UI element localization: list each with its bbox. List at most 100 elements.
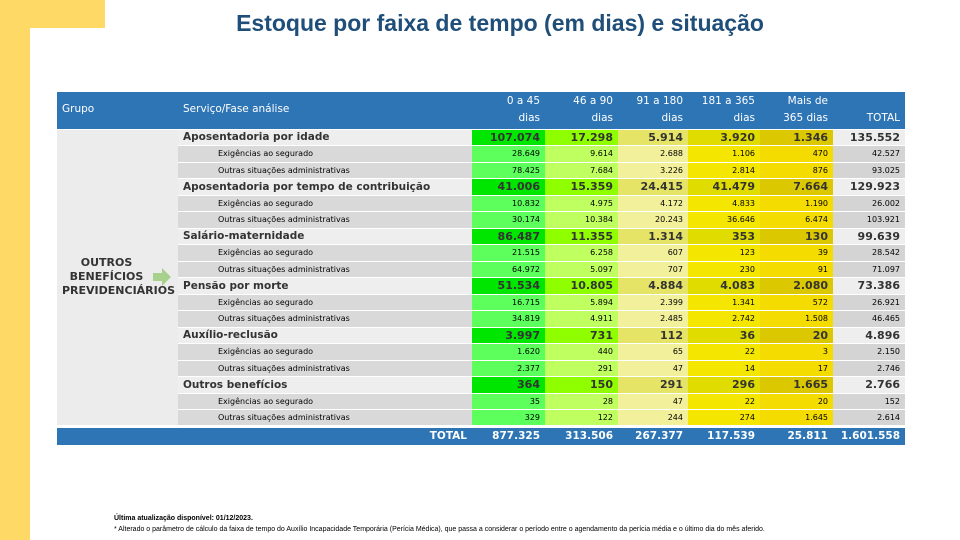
value-cell: 20 bbox=[760, 327, 833, 344]
value-cell: 4.083 bbox=[688, 277, 760, 295]
value-cell: 731 bbox=[545, 327, 618, 344]
value-cell: 230 bbox=[688, 261, 760, 278]
value-cell: 73.386 bbox=[833, 277, 905, 295]
value-cell: 2.766 bbox=[833, 376, 905, 394]
value-cell: 16.715 bbox=[472, 294, 545, 311]
value-cell: 274 bbox=[688, 409, 760, 427]
value-cell: 2.742 bbox=[688, 310, 760, 328]
table-subrow: Exigências ao segurado 10.832 4.975 4.172 4.… bbox=[57, 195, 905, 212]
table-subrow: Exigências ao segurado 35 28 47 22 20 152 bbox=[57, 393, 905, 410]
total-value: 877.325 bbox=[472, 424, 545, 446]
value-cell: 35 bbox=[472, 393, 545, 410]
value-cell: 2.399 bbox=[618, 294, 688, 311]
value-cell: 20.243 bbox=[618, 211, 688, 229]
value-cell: 1.106 bbox=[688, 145, 760, 163]
table-subrow: Exigências ao segurado 1.620 440 65 22 3 2.150 bbox=[57, 343, 905, 361]
value-cell: 123 bbox=[688, 244, 760, 262]
table-subrow: Outras situações administrativas 2.377 291… bbox=[57, 360, 905, 377]
value-cell: 291 bbox=[618, 376, 688, 394]
header-col: 181 a 365 dias bbox=[688, 92, 760, 130]
value-cell: 24.415 bbox=[618, 178, 688, 196]
table-subrow: Exigências ao segurado 16.715 5.894 2.399 1.… bbox=[57, 294, 905, 311]
value-cell: 10.384 bbox=[545, 211, 618, 229]
header-line: dias bbox=[591, 111, 614, 124]
arrow-right-icon bbox=[153, 268, 171, 286]
total-value: 313.506 bbox=[545, 424, 618, 446]
value-cell: 41.479 bbox=[688, 178, 760, 196]
header-line: dias bbox=[733, 111, 756, 124]
group-cell: OUTROS BENEFÍCIOS PREVIDENCIÁRIOS bbox=[57, 129, 178, 427]
header-line: Mais de bbox=[787, 94, 828, 107]
phase-label: Outras situações administrativas bbox=[178, 162, 472, 179]
header-col: Mais de 365 dias bbox=[760, 92, 833, 130]
value-cell: 7.684 bbox=[545, 162, 618, 179]
value-cell: 2.377 bbox=[472, 360, 545, 377]
value-cell: 6.474 bbox=[760, 211, 833, 229]
value-cell: 26.921 bbox=[833, 294, 905, 311]
value-cell: 876 bbox=[760, 162, 833, 179]
footnote: * Alterado o parâmetro de cálculo da fai… bbox=[114, 526, 765, 533]
value-cell: 353 bbox=[688, 228, 760, 245]
table-row: OUTROS BENEFÍCIOS PREVIDENCIÁRIOS Aposentad… bbox=[57, 129, 905, 427]
phase-label: Outras situações administrativas bbox=[178, 310, 472, 328]
value-cell: 4.896 bbox=[833, 327, 905, 344]
value-cell: 6.258 bbox=[545, 244, 618, 262]
header-line: dias bbox=[518, 111, 541, 124]
table-row: Pensão por morte 51.534 10.805 4.884 4.083 2.… bbox=[57, 277, 905, 295]
table-row: Auxílio-reclusão 3.997 731 112 36 20 4.896 bbox=[57, 327, 905, 344]
phase-label: Exigências ao segurado bbox=[178, 244, 472, 262]
last-update: Última atualização disponível: 01/12/202… bbox=[114, 515, 253, 522]
value-cell: 150 bbox=[545, 376, 618, 394]
value-cell: 15.359 bbox=[545, 178, 618, 196]
header-line: dias bbox=[661, 111, 684, 124]
value-cell: 17.298 bbox=[545, 129, 618, 146]
phase-label: Outras situações administrativas bbox=[178, 211, 472, 229]
value-cell: 1.665 bbox=[760, 376, 833, 394]
value-cell: 46.465 bbox=[833, 310, 905, 328]
value-cell: 5.097 bbox=[545, 261, 618, 278]
value-cell: 9.614 bbox=[545, 145, 618, 163]
phase-label: Exigências ao segurado bbox=[178, 393, 472, 410]
value-cell: 2.150 bbox=[833, 343, 905, 361]
value-cell: 296 bbox=[688, 376, 760, 394]
table-subrow: Outras situações administrativas 34.819 4.… bbox=[57, 310, 905, 328]
total-value: 25.811 bbox=[760, 424, 833, 446]
total-value: 267.377 bbox=[618, 424, 688, 446]
group-label: PREVIDENCIÁRIOS bbox=[62, 284, 176, 297]
value-cell: 28.649 bbox=[472, 145, 545, 163]
value-cell: 4.833 bbox=[688, 195, 760, 212]
service-label: Outros benefícios bbox=[178, 376, 472, 394]
value-cell: 130 bbox=[760, 228, 833, 245]
value-cell: 3.226 bbox=[618, 162, 688, 179]
table-row: Aposentadoria por tempo de contribuição 4… bbox=[57, 178, 905, 196]
value-cell: 47 bbox=[618, 393, 688, 410]
table-subrow: Exigências ao segurado 21.515 6.258 607 123 3… bbox=[57, 244, 905, 262]
header-line: 181 a 365 bbox=[701, 94, 755, 107]
value-cell: 1.190 bbox=[760, 195, 833, 212]
header-col: 46 a 90 dias bbox=[545, 92, 618, 130]
value-cell: 107.074 bbox=[472, 129, 545, 146]
value-cell: 22 bbox=[688, 343, 760, 361]
value-cell: 291 bbox=[545, 360, 618, 377]
service-label: Salário-maternidade bbox=[178, 228, 472, 245]
value-cell: 21.515 bbox=[472, 244, 545, 262]
value-cell: 99.639 bbox=[833, 228, 905, 245]
table-subrow: Outras situações administrativas 329 122 24… bbox=[57, 409, 905, 427]
phase-label: Exigências ao segurado bbox=[178, 145, 472, 163]
value-cell: 26.002 bbox=[833, 195, 905, 212]
value-cell: 4.975 bbox=[545, 195, 618, 212]
group-label: BENEFÍCIOS bbox=[69, 270, 144, 283]
header-line: 46 a 90 bbox=[573, 94, 613, 107]
value-cell: 135.552 bbox=[833, 129, 905, 146]
value-cell: 1.314 bbox=[618, 228, 688, 245]
value-cell: 707 bbox=[618, 261, 688, 278]
value-cell: 122 bbox=[545, 409, 618, 427]
header-line: 91 a 180 bbox=[636, 94, 683, 107]
value-cell: 152 bbox=[833, 393, 905, 410]
value-cell: 2.688 bbox=[618, 145, 688, 163]
value-cell: 3.920 bbox=[688, 129, 760, 146]
value-cell: 112 bbox=[618, 327, 688, 344]
value-cell: 2.814 bbox=[688, 162, 760, 179]
header-col: 0 a 45 dias bbox=[472, 92, 545, 130]
header-line: 0 a 45 bbox=[506, 94, 540, 107]
